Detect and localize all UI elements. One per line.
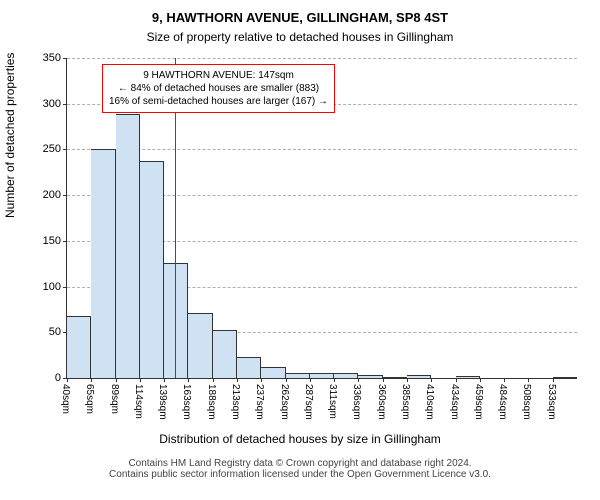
xtick-mark xyxy=(334,378,335,382)
xtick-label: 237sqm xyxy=(254,384,265,420)
histogram-bar xyxy=(261,367,285,378)
xtick-label: 311sqm xyxy=(327,384,338,419)
xtick-label: 40sqm xyxy=(60,384,71,414)
ytick-label: 300 xyxy=(43,98,67,110)
footer-line-1: Contains HM Land Registry data © Crown c… xyxy=(0,458,600,469)
xtick-label: 336sqm xyxy=(351,384,362,420)
footer: Contains HM Land Registry data © Crown c… xyxy=(0,458,600,480)
annotation-box: 9 HAWTHORN AVENUE: 147sqm← 84% of detach… xyxy=(102,64,335,113)
histogram-bar xyxy=(67,316,91,378)
x-axis-label: Distribution of detached houses by size … xyxy=(0,432,600,446)
histogram-bar xyxy=(91,149,115,378)
histogram-bar xyxy=(213,330,237,378)
xtick-mark xyxy=(456,378,457,382)
ytick-label: 100 xyxy=(43,281,67,293)
xtick-mark xyxy=(67,378,68,382)
xtick-label: 65sqm xyxy=(84,384,95,414)
ytick-label: 250 xyxy=(43,143,67,155)
ytick-label: 200 xyxy=(43,189,67,201)
xtick-label: 508sqm xyxy=(521,384,532,420)
xtick-mark xyxy=(286,378,287,382)
grid-line xyxy=(67,149,577,150)
xtick-mark xyxy=(407,378,408,382)
xtick-mark xyxy=(528,378,529,382)
histogram-bar xyxy=(358,375,382,378)
xtick-label: 262sqm xyxy=(279,384,290,420)
xtick-mark xyxy=(237,378,238,382)
xtick-mark xyxy=(504,378,505,382)
xtick-label: 533sqm xyxy=(546,384,557,420)
histogram-bar xyxy=(407,375,431,378)
histogram-bar xyxy=(334,373,358,378)
xtick-label: 89sqm xyxy=(109,384,120,414)
histogram-bar xyxy=(286,373,310,378)
xtick-mark xyxy=(91,378,92,382)
histogram-bar xyxy=(116,114,140,378)
plot-area: 05010015020025030035040sqm65sqm89sqm114s… xyxy=(66,58,577,379)
xtick-label: 360sqm xyxy=(376,384,387,420)
xtick-mark xyxy=(310,378,311,382)
histogram-bar xyxy=(456,376,480,378)
ytick-label: 350 xyxy=(43,52,67,64)
histogram-bar xyxy=(237,357,261,378)
xtick-mark xyxy=(140,378,141,382)
histogram-bar xyxy=(164,263,188,378)
ytick-label: 50 xyxy=(49,326,67,338)
xtick-mark xyxy=(188,378,189,382)
histogram-bar xyxy=(140,161,164,378)
chart-supertitle: 9, HAWTHORN AVENUE, GILLINGHAM, SP8 4ST xyxy=(0,10,600,25)
grid-line xyxy=(67,58,577,59)
xtick-mark xyxy=(213,378,214,382)
footer-line-2: Contains public sector information licen… xyxy=(0,469,600,480)
xtick-mark xyxy=(480,378,481,382)
xtick-mark xyxy=(164,378,165,382)
xtick-label: 139sqm xyxy=(157,384,168,420)
histogram-bar xyxy=(553,377,577,378)
xtick-label: 213sqm xyxy=(230,384,241,420)
ytick-label: 0 xyxy=(55,372,67,384)
xtick-label: 410sqm xyxy=(424,384,435,420)
xtick-label: 114sqm xyxy=(133,384,144,419)
xtick-mark xyxy=(116,378,117,382)
xtick-label: 459sqm xyxy=(473,384,484,420)
xtick-label: 188sqm xyxy=(206,384,217,420)
histogram-bar xyxy=(383,377,407,378)
chart-subtitle: Size of property relative to detached ho… xyxy=(0,30,600,44)
xtick-mark xyxy=(383,378,384,382)
xtick-label: 385sqm xyxy=(400,384,411,420)
annotation-line: 16% of semi-detached houses are larger (… xyxy=(109,95,328,108)
histogram-bar xyxy=(310,373,334,378)
chart-container: 9, HAWTHORN AVENUE, GILLINGHAM, SP8 4ST … xyxy=(0,0,600,500)
xtick-mark xyxy=(431,378,432,382)
xtick-label: 434sqm xyxy=(449,384,460,420)
xtick-label: 484sqm xyxy=(497,384,508,420)
histogram-bar xyxy=(188,313,212,378)
xtick-label: 287sqm xyxy=(303,384,314,420)
ytick-label: 150 xyxy=(43,235,67,247)
xtick-mark xyxy=(358,378,359,382)
annotation-line: 9 HAWTHORN AVENUE: 147sqm xyxy=(109,69,328,82)
xtick-mark xyxy=(261,378,262,382)
xtick-label: 163sqm xyxy=(181,384,192,420)
xtick-mark xyxy=(553,378,554,382)
annotation-line: ← 84% of detached houses are smaller (88… xyxy=(109,82,328,95)
